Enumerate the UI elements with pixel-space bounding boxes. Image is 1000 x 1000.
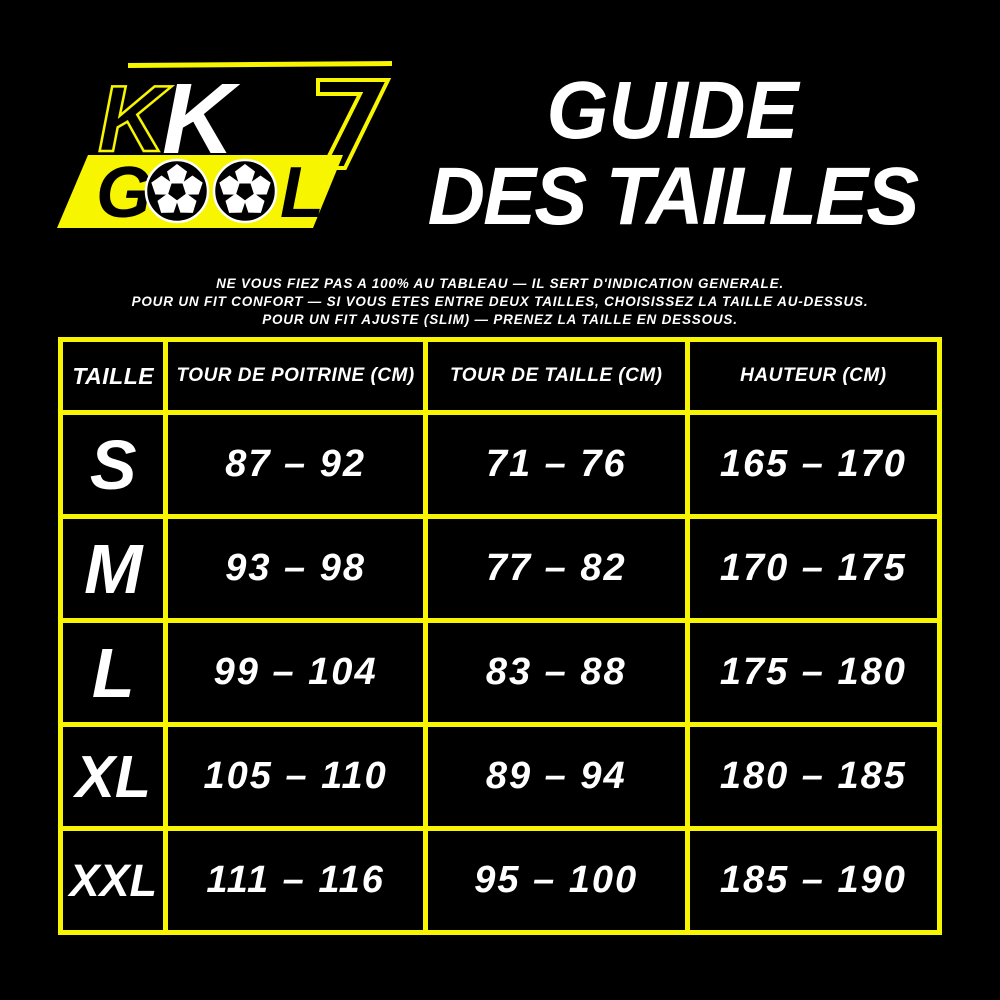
page-title-line2: DES TAILLES	[427, 151, 920, 242]
chest-range: 111 – 116	[163, 826, 428, 935]
waist-range: 71 – 76	[422, 410, 690, 519]
chest-range: 93 – 98	[163, 514, 428, 623]
table-row: M 93 – 98 77 – 82 170 – 175	[57, 514, 943, 623]
disclaimer-line1: NE VOUS FIEZ PAS A 100% AU TABLEAU — IL …	[216, 276, 784, 291]
size-label: XXL	[57, 826, 169, 935]
logo-numeral-7	[316, 78, 392, 170]
size-label: M	[57, 514, 169, 623]
page-title-line1: GUIDE	[546, 65, 799, 156]
table-row: S 87 – 92 71 – 76 165 – 170	[57, 410, 943, 519]
size-label: L	[57, 618, 169, 727]
chest-range: 87 – 92	[163, 410, 428, 519]
waist-range: 77 – 82	[422, 514, 690, 623]
logo-letter-g: G	[96, 153, 152, 233]
height-range: 180 – 185	[684, 722, 943, 831]
logo-letter-k-outline: K	[98, 66, 172, 171]
logo-letter-l: L	[280, 153, 324, 233]
height-range: 170 – 175	[684, 514, 943, 623]
header-taille: TAILLE	[57, 337, 169, 415]
logo-top-rule	[128, 61, 392, 68]
disclaimer-line3: POUR UN FIT AJUSTE (SLIM) — PRENEZ LA TA…	[262, 312, 738, 327]
size-table: TAILLE TOUR DE POITRINE (CM) TOUR DE TAI…	[57, 337, 943, 935]
table-row: XXL 111 – 116 95 – 100 185 – 190	[57, 826, 943, 935]
height-range: 185 – 190	[684, 826, 943, 935]
size-label: XL	[57, 722, 169, 831]
waist-range: 95 – 100	[422, 826, 690, 935]
table-row: L 99 – 104 83 – 88 175 – 180	[57, 618, 943, 727]
size-table-header-row: TAILLE TOUR DE POITRINE (CM) TOUR DE TAI…	[57, 337, 943, 415]
header-tour-de-taille: TOUR DE TAILLE (CM)	[422, 337, 690, 415]
chest-range: 105 – 110	[163, 722, 428, 831]
table-row: XL 105 – 110 89 – 94 180 – 185	[57, 722, 943, 831]
chest-range: 99 – 104	[163, 618, 428, 727]
height-range: 165 – 170	[684, 410, 943, 519]
waist-range: 83 – 88	[422, 618, 690, 727]
kkgool-logo-graphic: K K G L	[57, 61, 392, 233]
header-tour-de-poitrine: TOUR DE POITRINE (CM)	[163, 337, 428, 415]
disclaimer-text: NE VOUS FIEZ PAS A 100% AU TABLEAU — IL …	[0, 275, 1000, 329]
kkgool-logo: K K G L	[40, 50, 400, 245]
soccer-ball-icon	[212, 158, 278, 224]
soccer-ball-icon	[144, 158, 210, 224]
waist-range: 89 – 94	[422, 722, 690, 831]
size-label: S	[57, 410, 169, 519]
disclaimer-line2: POUR UN FIT CONFORT — SI VOUS ETES ENTRE…	[131, 294, 869, 309]
page-title: GUIDE DES TAILLES	[408, 70, 937, 238]
height-range: 175 – 180	[684, 618, 943, 727]
header-hauteur: HAUTEUR (CM)	[684, 337, 943, 415]
